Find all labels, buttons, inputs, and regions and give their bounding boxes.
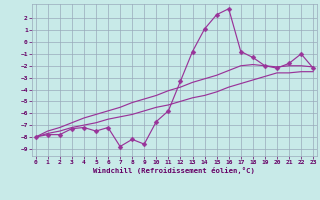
X-axis label: Windchill (Refroidissement éolien,°C): Windchill (Refroidissement éolien,°C) (93, 167, 255, 174)
